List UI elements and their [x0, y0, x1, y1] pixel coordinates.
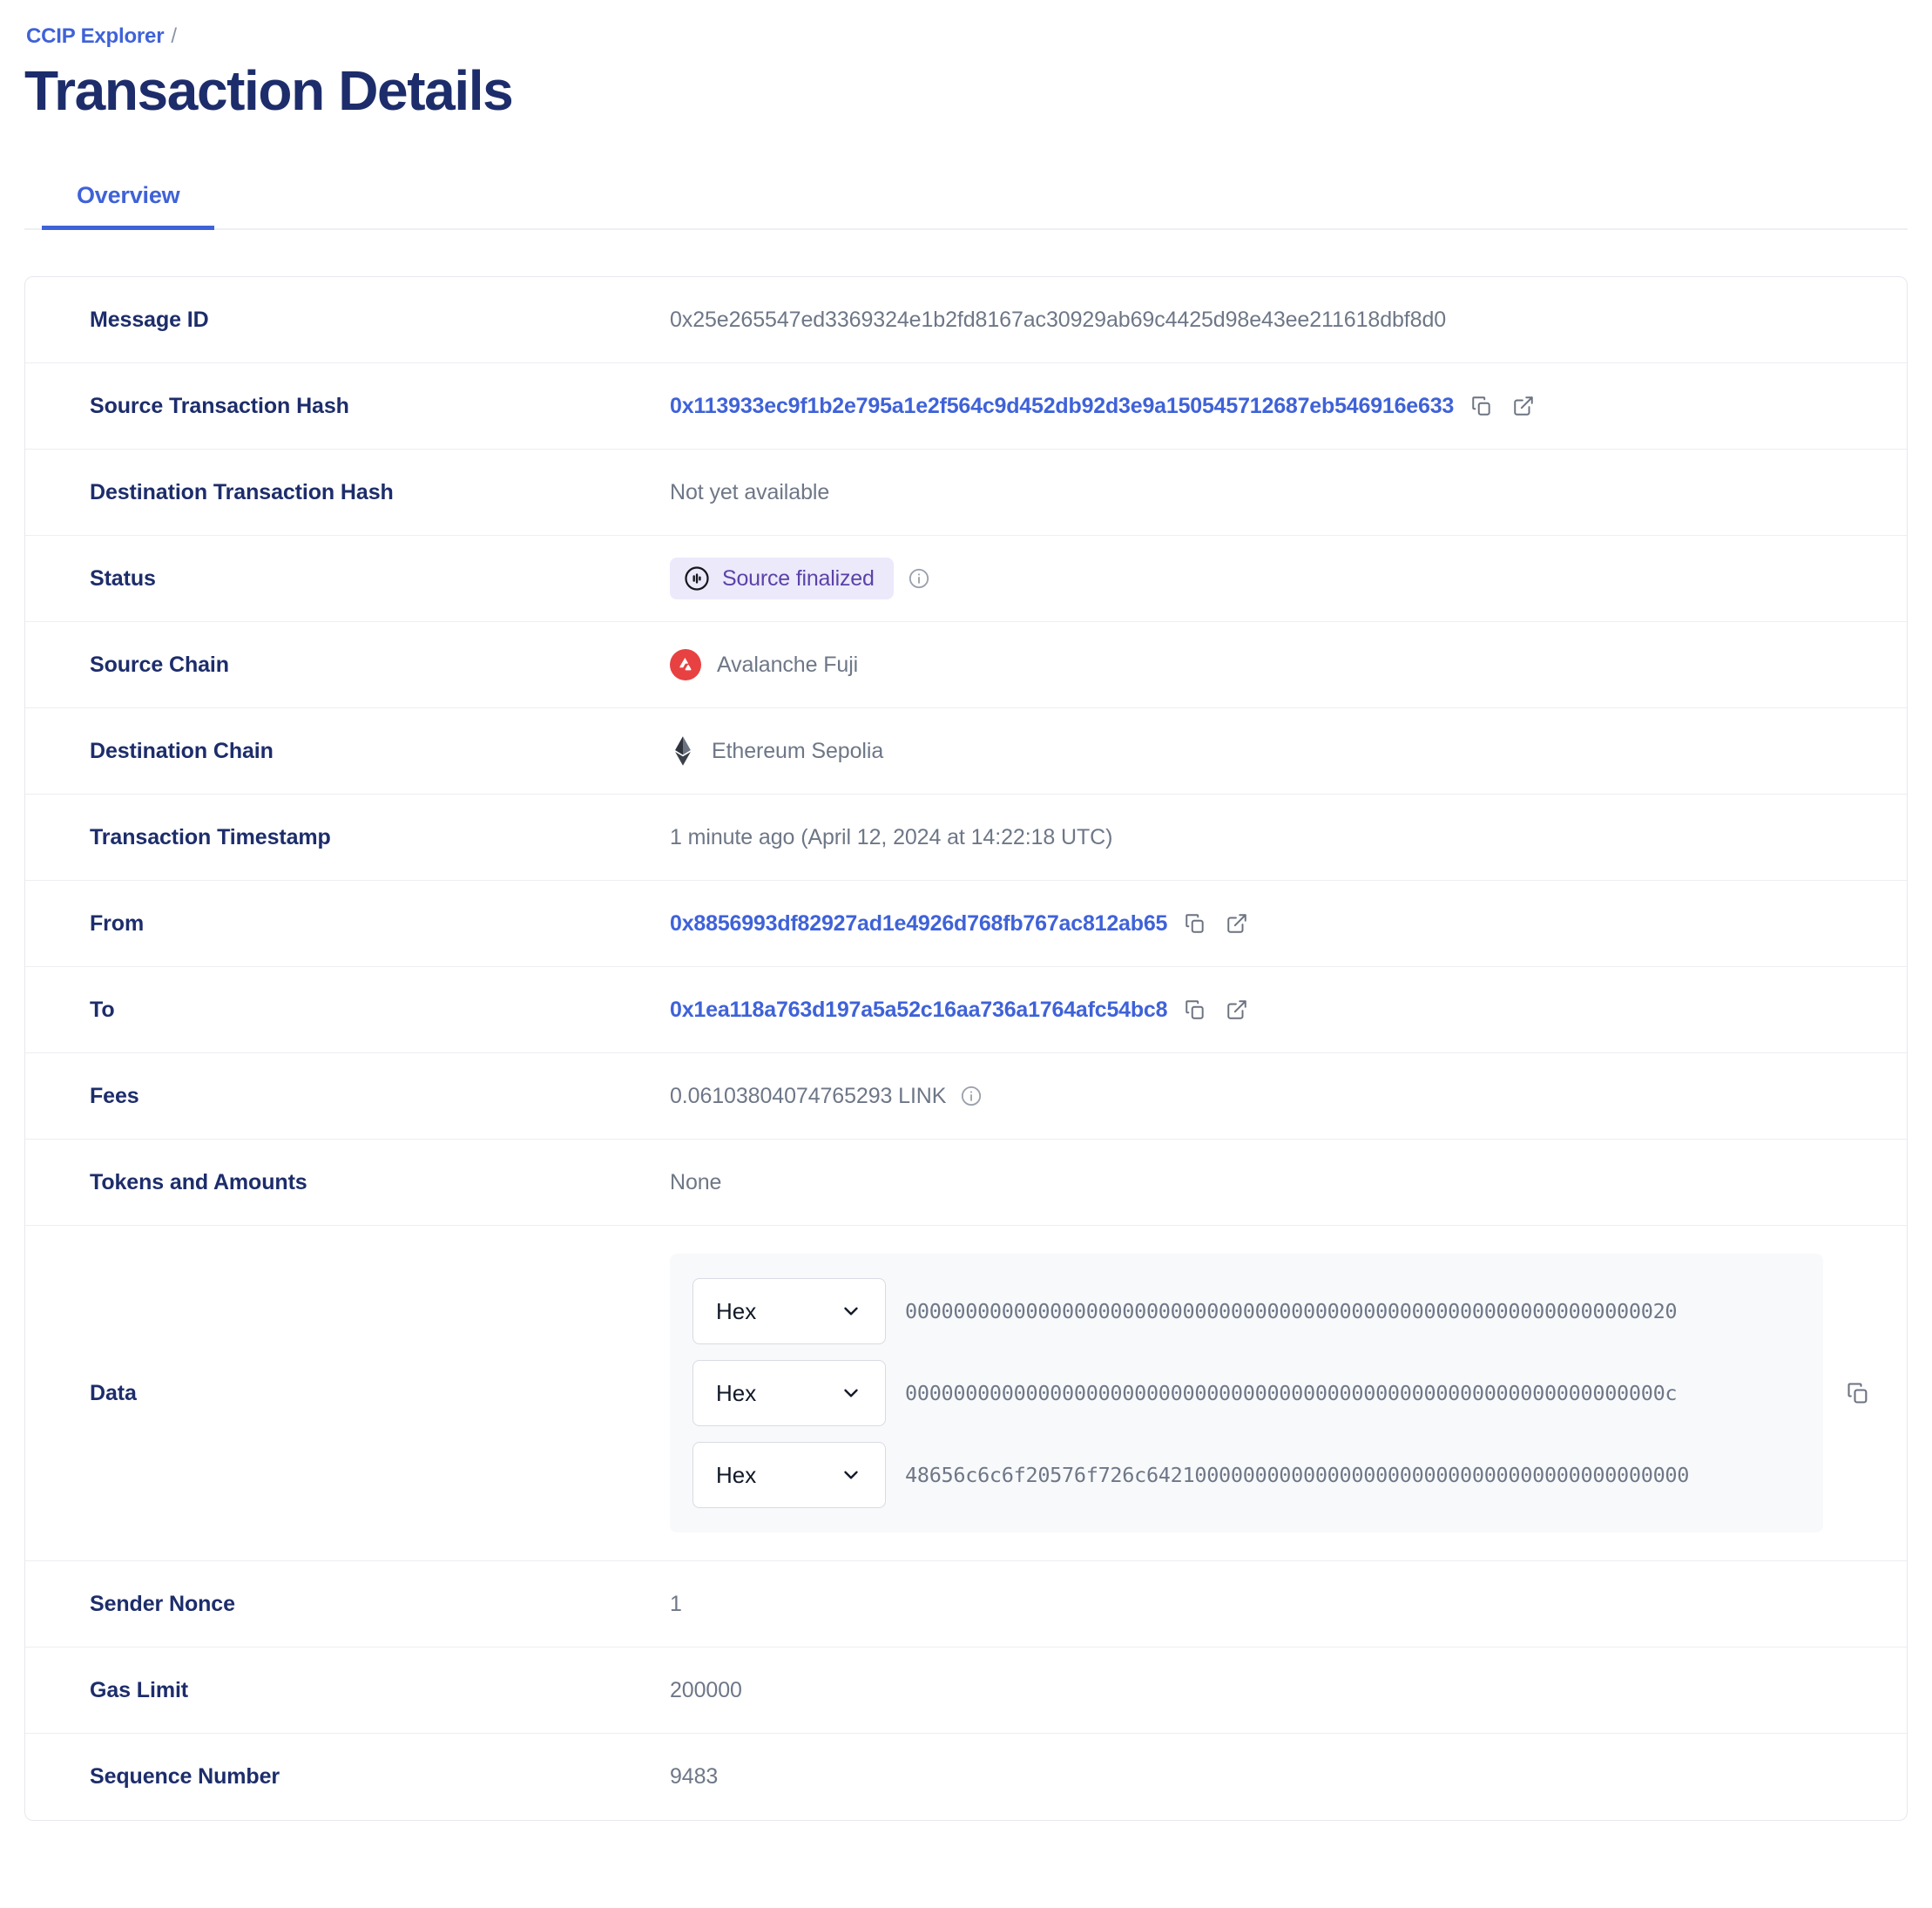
row-fees: Fees 0.06103804074765293 LINK: [25, 1053, 1907, 1140]
from-address-link[interactable]: 0x8856993df82927ad1e4926d768fb767ac812ab…: [670, 910, 1168, 936]
row-source-chain: Source Chain Avalanche Fuji: [25, 622, 1907, 709]
breadcrumb: CCIP Explorer /: [26, 24, 1908, 49]
data-format-select-2[interactable]: Hex: [692, 1360, 886, 1427]
destination-chain-name: Ethereum Sepolia: [712, 738, 884, 763]
data-hex-value-3: 48656c6c6f20576f726c64210000000000000000…: [905, 1463, 1690, 1488]
data-hex-value-2: 0000000000000000000000000000000000000000…: [905, 1381, 1678, 1406]
info-icon[interactable]: [960, 1085, 983, 1107]
ethereum-chain-icon: [670, 735, 696, 767]
value-source-transaction-hash: 0x113933ec9f1b2e795a1e2f564c9d452db92d3e…: [670, 392, 1907, 420]
sequence-number-text: 9483: [670, 1764, 719, 1790]
label-tokens-and-amounts: Tokens and Amounts: [90, 1169, 307, 1194]
label-from: From: [90, 910, 145, 936]
row-source-transaction-hash: Source Transaction Hash 0x113933ec9f1b2e…: [25, 363, 1907, 450]
status-badge-label: Source finalized: [722, 565, 875, 591]
destination-transaction-hash-text: Not yet available: [670, 479, 830, 504]
data-format-label: Hex: [716, 1461, 757, 1488]
breadcrumb-separator: /: [171, 24, 177, 48]
source-transaction-hash-link[interactable]: 0x113933ec9f1b2e795a1e2f564c9d452db92d3e…: [670, 393, 1455, 418]
sender-nonce-text: 1: [670, 1591, 682, 1616]
breadcrumb-link-ccip-explorer[interactable]: CCIP Explorer: [26, 24, 165, 48]
source-chain-cell: Avalanche Fuji: [670, 649, 859, 681]
label-fees: Fees: [90, 1083, 139, 1108]
row-destination-chain: Destination Chain Ethereum Sepolia: [25, 708, 1907, 795]
data-line: Hex 48656c6c6f20576f726c6421000000000000…: [692, 1442, 1800, 1509]
data-value-wrapper: Hex 000000000000000000000000000000000000…: [670, 1226, 1907, 1560]
info-icon[interactable]: [908, 567, 930, 590]
value-destination-transaction-hash: Not yet available: [670, 480, 1907, 505]
value-sender-nonce: 1: [670, 1592, 1907, 1617]
gas-limit-text: 200000: [670, 1677, 742, 1702]
row-sender-nonce: Sender Nonce 1: [25, 1561, 1907, 1648]
copy-icon[interactable]: [1181, 910, 1209, 937]
destination-chain-cell: Ethereum Sepolia: [670, 735, 883, 767]
status-finalized-icon: [684, 565, 710, 592]
chevron-down-icon: [840, 1300, 862, 1323]
value-message-id: 0x25e265547ed3369324e1b2fd8167ac30929ab6…: [670, 308, 1907, 333]
label-gas-limit: Gas Limit: [90, 1677, 189, 1702]
row-gas-limit: Gas Limit 200000: [25, 1648, 1907, 1735]
copy-icon[interactable]: [1468, 392, 1496, 420]
label-source-chain: Source Chain: [90, 652, 229, 677]
value-from: 0x8856993df82927ad1e4926d768fb767ac812ab…: [670, 910, 1907, 937]
label-data: Data: [90, 1380, 137, 1405]
value-sequence-number: 9483: [670, 1764, 1907, 1790]
label-sender-nonce: Sender Nonce: [90, 1591, 235, 1616]
row-tokens-and-amounts: Tokens and Amounts None: [25, 1140, 1907, 1227]
copy-icon[interactable]: [1844, 1379, 1872, 1407]
row-sequence-number: Sequence Number 9483: [25, 1734, 1907, 1820]
label-destination-transaction-hash: Destination Transaction Hash: [90, 479, 394, 504]
message-id-text: 0x25e265547ed3369324e1b2fd8167ac30929ab6…: [670, 307, 1447, 332]
row-data: Data Hex 0000000000000000000000000000000…: [25, 1226, 1907, 1562]
fees-text: 0.06103804074765293 LINK: [670, 1083, 947, 1108]
label-source-transaction-hash: Source Transaction Hash: [90, 393, 349, 418]
details-card: Message ID 0x25e265547ed3369324e1b2fd816…: [24, 276, 1908, 1822]
label-to: To: [90, 997, 115, 1022]
external-link-icon[interactable]: [1223, 996, 1251, 1024]
tab-overview[interactable]: Overview: [42, 173, 215, 231]
label-destination-chain: Destination Chain: [90, 738, 274, 763]
row-status: Status Source finalized: [25, 536, 1907, 623]
external-link-icon[interactable]: [1510, 392, 1537, 420]
label-sequence-number: Sequence Number: [90, 1764, 280, 1790]
data-panel: Hex 000000000000000000000000000000000000…: [670, 1254, 1823, 1533]
avalanche-chain-icon: [670, 649, 701, 681]
row-transaction-timestamp: Transaction Timestamp 1 minute ago (Apri…: [25, 795, 1907, 882]
transaction-timestamp-text: 1 minute ago (April 12, 2024 at 14:22:18…: [670, 824, 1113, 849]
data-hex-value-1: 0000000000000000000000000000000000000000…: [905, 1299, 1678, 1324]
row-message-id: Message ID 0x25e265547ed3369324e1b2fd816…: [25, 277, 1907, 364]
row-from: From 0x8856993df82927ad1e4926d768fb767ac…: [25, 881, 1907, 968]
data-format-label: Hex: [716, 1297, 757, 1324]
value-destination-chain: Ethereum Sepolia: [670, 735, 1907, 767]
value-transaction-timestamp: 1 minute ago (April 12, 2024 at 14:22:18…: [670, 825, 1907, 850]
data-line: Hex 000000000000000000000000000000000000…: [692, 1360, 1800, 1427]
data-format-select-1[interactable]: Hex: [692, 1278, 886, 1345]
value-tokens-and-amounts: None: [670, 1170, 1907, 1195]
page-title: Transaction Details: [24, 59, 514, 122]
data-line: Hex 000000000000000000000000000000000000…: [692, 1278, 1800, 1345]
value-fees: 0.06103804074765293 LINK: [670, 1084, 1907, 1109]
to-address-link[interactable]: 0x1ea118a763d197a5a52c16aa736a1764afc54b…: [670, 997, 1168, 1022]
page-bottom-spacer: [24, 1821, 1908, 1863]
value-status: Source finalized: [670, 558, 1907, 600]
chevron-down-icon: [840, 1382, 862, 1404]
value-to: 0x1ea118a763d197a5a52c16aa736a1764afc54b…: [670, 996, 1907, 1024]
external-link-icon[interactable]: [1223, 910, 1251, 937]
status-badge: Source finalized: [670, 558, 894, 600]
tab-bar: Overview: [24, 173, 1908, 231]
label-status: Status: [90, 565, 156, 591]
chevron-down-icon: [840, 1464, 862, 1486]
value-source-chain: Avalanche Fuji: [670, 649, 1907, 681]
row-destination-transaction-hash: Destination Transaction Hash Not yet ava…: [25, 450, 1907, 537]
tokens-and-amounts-text: None: [670, 1169, 722, 1194]
value-gas-limit: 200000: [670, 1678, 1907, 1703]
label-transaction-timestamp: Transaction Timestamp: [90, 824, 331, 849]
data-format-select-3[interactable]: Hex: [692, 1442, 886, 1509]
label-message-id: Message ID: [90, 307, 209, 332]
data-format-label: Hex: [716, 1379, 757, 1406]
source-chain-name: Avalanche Fuji: [717, 652, 859, 677]
copy-icon[interactable]: [1181, 996, 1209, 1024]
row-to: To 0x1ea118a763d197a5a52c16aa736a1764afc…: [25, 967, 1907, 1054]
